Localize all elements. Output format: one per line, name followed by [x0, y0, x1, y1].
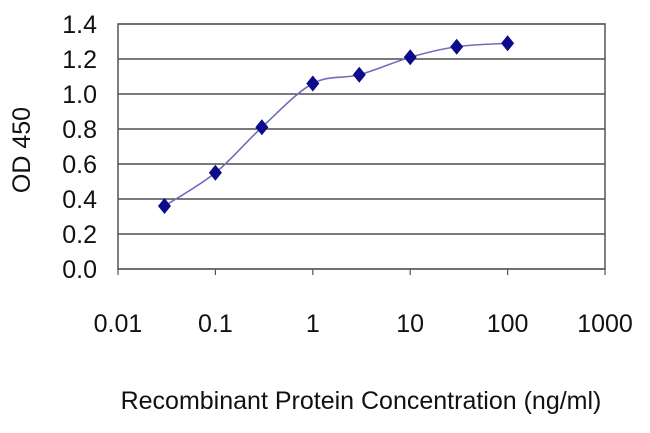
- data-point: [501, 35, 515, 52]
- x-tick-label: 100: [487, 310, 529, 338]
- data-point: [208, 164, 222, 181]
- data-point: [352, 66, 366, 83]
- x-tick-label: 1000: [577, 310, 633, 338]
- y-tick-label: 1.0: [62, 81, 97, 109]
- data-points: [157, 35, 515, 214]
- y-axis-tick-labels: 0.0 0.2 0.4 0.6 0.8 1.0 1.2 1.4: [62, 11, 97, 284]
- y-axis-title: OD 450: [8, 107, 36, 193]
- x-tick-label: 1: [306, 310, 320, 338]
- plot-area: [117, 23, 606, 270]
- data-point: [403, 49, 417, 66]
- x-tick-label: 0.1: [198, 310, 233, 338]
- x-tick-label: 10: [396, 310, 424, 338]
- data-point: [306, 75, 320, 92]
- y-tick-label: 0.2: [62, 221, 97, 249]
- series-curve: [164, 42, 508, 207]
- data-point: [255, 119, 269, 136]
- y-tick-label: 0.8: [62, 116, 97, 144]
- grid-lines: [118, 23, 605, 270]
- y-tick-label: 1.4: [62, 11, 97, 39]
- y-tick-label: 0.0: [62, 256, 97, 284]
- x-tick-label: 0.01: [94, 310, 143, 338]
- x-axis-tick-labels: 0.01 0.1 1 10 100 1000: [94, 310, 633, 338]
- x-axis-title: Recombinant Protein Concentration (ng/ml…: [121, 387, 602, 415]
- data-point: [450, 38, 464, 55]
- y-tick-label: 0.6: [62, 151, 97, 179]
- x-axis-tick-marks: [117, 269, 606, 275]
- y-tick-label: 1.2: [62, 46, 97, 74]
- y-tick-label: 0.4: [62, 186, 97, 214]
- data-point: [157, 198, 171, 214]
